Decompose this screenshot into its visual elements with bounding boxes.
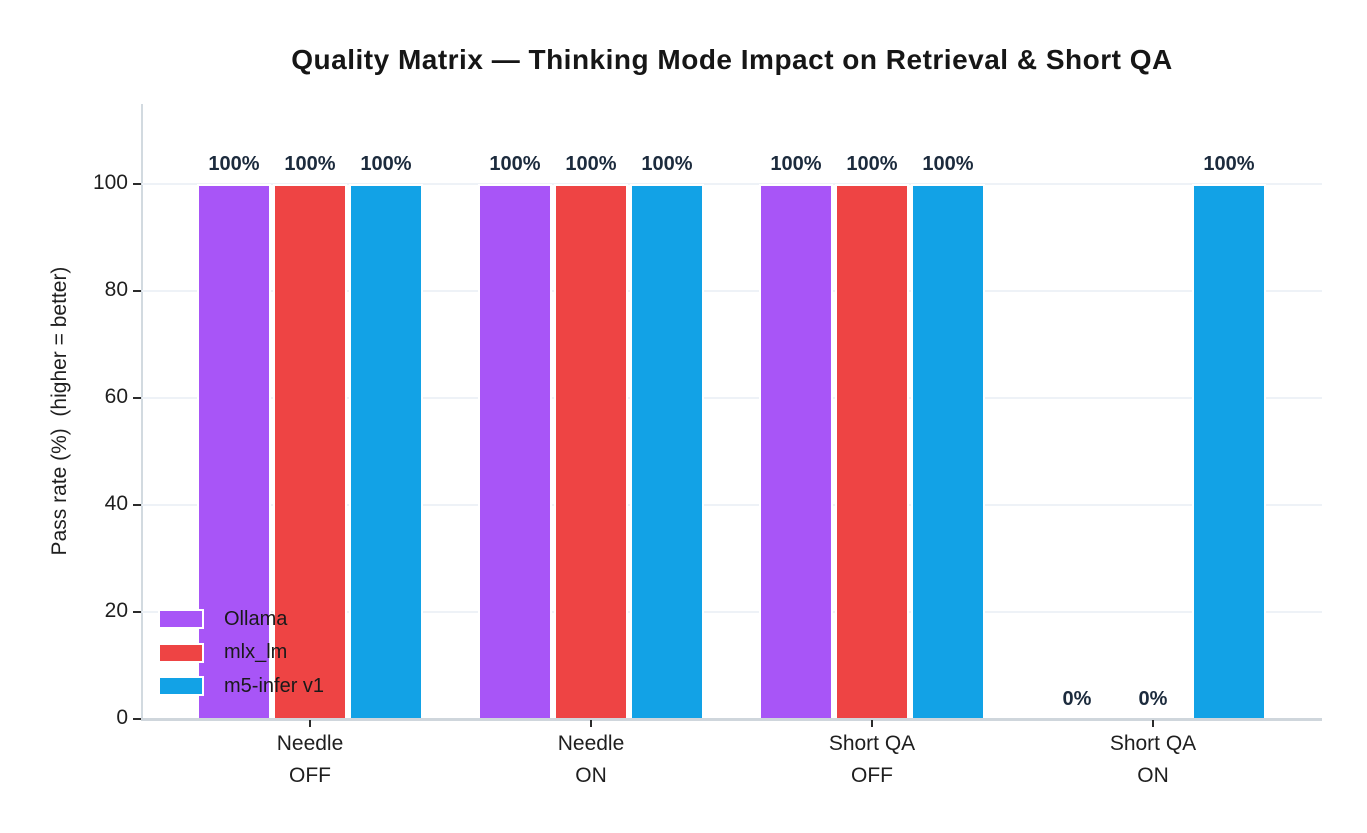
bar-value-label: 100% (489, 153, 541, 175)
left-axis-spine (141, 104, 143, 719)
legend-item-mlx_lm: mlx_lm (158, 641, 287, 665)
bar-Ollama-2 (759, 184, 833, 719)
bar-mlx_lm-0 (273, 184, 347, 719)
y-tick-label-40: 40 (104, 492, 128, 516)
plot-area: 100% 100% 100% 0% 100% 100% 100% 0% 100% 100% 100%… (141, 104, 1322, 721)
bar-mlx_lm-1 (554, 184, 628, 719)
x-tick-mark-1 (590, 720, 592, 727)
bar-value-label: 100% (846, 153, 898, 175)
legend-label: mlx_lm (224, 641, 288, 663)
bar-m5-infer-v1-3 (1192, 184, 1266, 719)
chart-title: Quality Matrix — Thinking Mode Impact on… (291, 44, 1173, 75)
bar-value-label: 0% (1138, 688, 1168, 710)
bar-m5-infer-v1-0 (349, 184, 423, 719)
legend-label: m5-infer v1 (224, 674, 325, 697)
x-tick-mark-3 (1152, 720, 1154, 727)
gridline-y20 (142, 611, 1322, 614)
legend-swatch-icon (158, 676, 204, 696)
bar-value-label: 100% (641, 153, 693, 175)
y-tick-label-0: 0 (116, 706, 128, 729)
bar-value-label: 100% (284, 153, 336, 175)
gridline-y40 (142, 504, 1322, 507)
y-tick-mark-100 (133, 183, 142, 186)
bar-value-label: 100% (208, 153, 260, 175)
y-tick-mark-80 (133, 290, 142, 293)
y-tick-mark-20 (133, 611, 142, 614)
y-tick-mark-60 (133, 397, 142, 400)
bar-m5-infer-v1-2 (911, 184, 985, 719)
bar-value-label: 100% (922, 153, 974, 175)
y-tick-label-20: 20 (104, 599, 128, 623)
legend-swatch-icon (158, 609, 204, 629)
bar-Ollama-0 (197, 184, 271, 719)
bar-mlx_lm-2 (835, 184, 909, 719)
bar-value-label: 100% (1203, 153, 1255, 175)
legend-item-m5-infer-v1: m5-infer v1 (158, 674, 324, 698)
y-tick-label-80: 80 (104, 278, 128, 302)
y-tick-mark-0 (133, 718, 142, 720)
y-tick-mark-40 (133, 504, 142, 507)
bar-value-label: 100% (770, 153, 822, 175)
x-tick-label-2: Short QA OFF (828, 732, 916, 787)
gridline-y80 (142, 290, 1322, 293)
y-tick-label-60: 60 (104, 385, 128, 409)
y-tick-label-100: 100 (92, 171, 128, 195)
x-tick-label-0: Needle OFF (276, 732, 344, 787)
legend-item-Ollama: Ollama (158, 607, 287, 631)
bar-Ollama-1 (478, 184, 552, 719)
gridline-y100 (142, 183, 1322, 186)
legend-label: Ollama (224, 607, 288, 630)
x-tick-mark-2 (871, 720, 873, 727)
x-tick-label-3: Short QA ON (1109, 732, 1197, 787)
x-tick-mark-0 (309, 720, 311, 727)
legend-swatch-icon (158, 642, 204, 663)
bar-value-label: 0% (1062, 688, 1092, 710)
bar-value-label: 100% (360, 153, 412, 175)
bar-value-label: 100% (565, 153, 617, 175)
gridline-y60 (142, 397, 1322, 400)
x-tick-label-1: Needle ON (557, 732, 625, 787)
bar-m5-infer-v1-1 (630, 184, 704, 719)
x-axis-line (141, 718, 1322, 721)
